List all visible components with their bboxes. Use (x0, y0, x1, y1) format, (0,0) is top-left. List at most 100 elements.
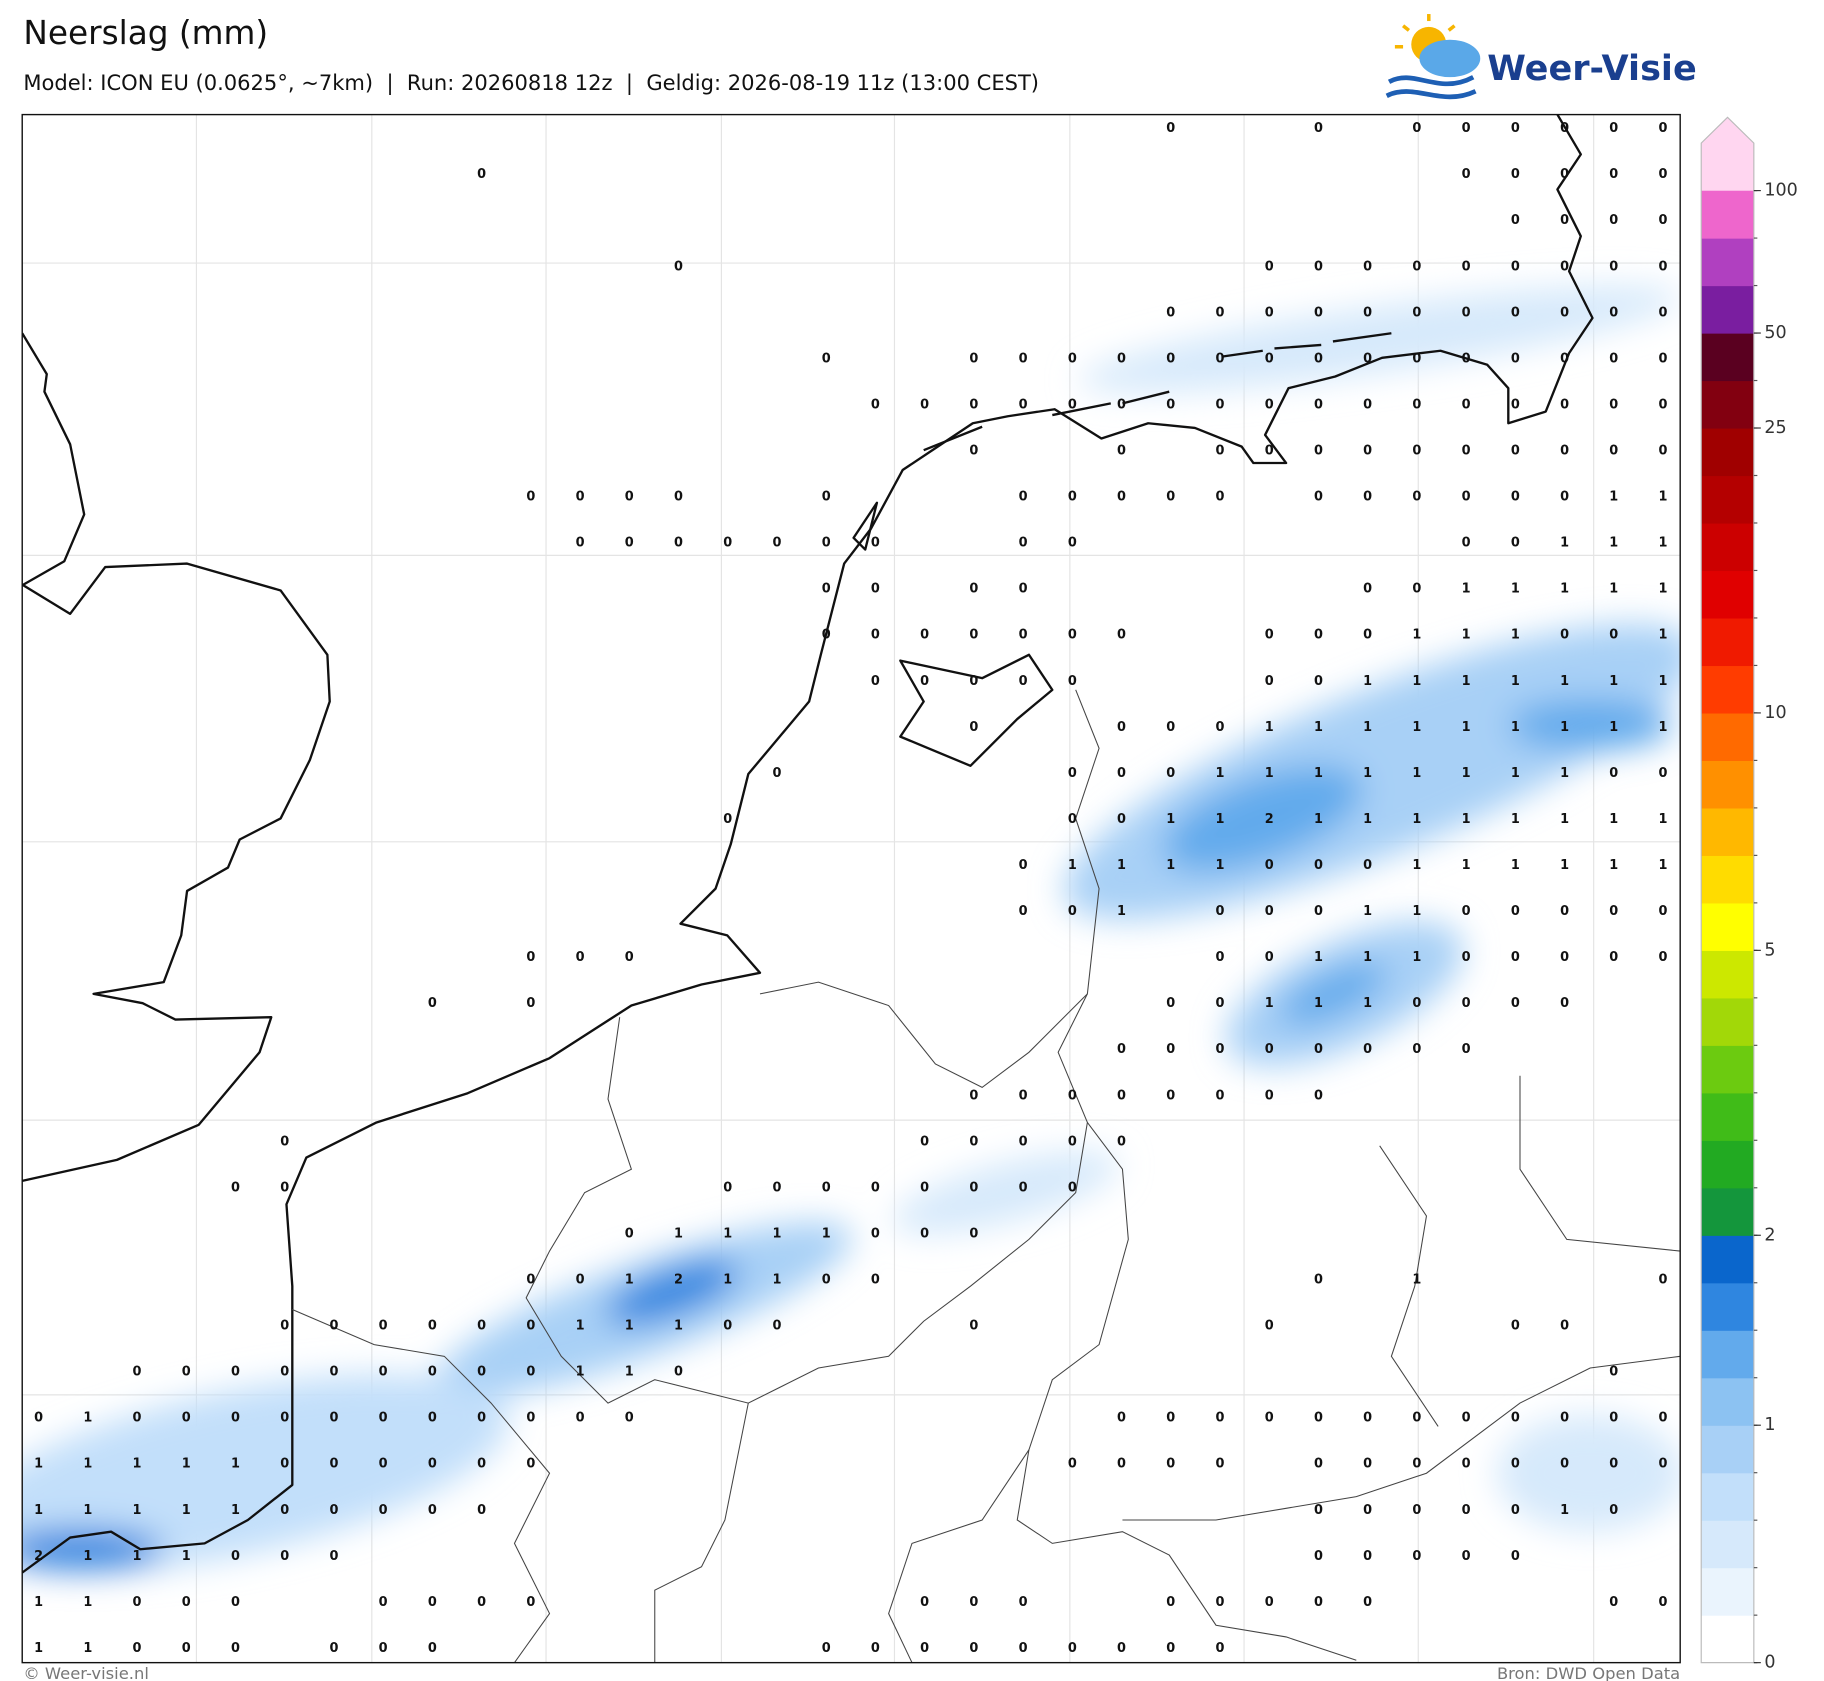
grid-value: 0 (1314, 628, 1323, 643)
grid-value: 0 (1117, 628, 1126, 643)
grid-value: 0 (1019, 490, 1028, 505)
grid-value: 1 (83, 1457, 92, 1472)
grid-value: 0 (1363, 444, 1372, 459)
grid-value: 1 (133, 1457, 142, 1472)
grid-value: 0 (1068, 904, 1077, 919)
grid-value: 0 (1560, 213, 1569, 228)
colorbar-band (1701, 760, 1754, 809)
grid-value: 0 (34, 1411, 43, 1426)
colorbar-band (1701, 428, 1754, 477)
colorbar-outline (1700, 116, 1755, 1664)
grid-value: 0 (1462, 305, 1471, 320)
grid-value: 0 (969, 444, 978, 459)
colorbar-band (1701, 570, 1754, 619)
grid-value: 0 (1511, 1457, 1520, 1472)
grid-value: 0 (379, 1641, 388, 1656)
grid-values: 0 0 0 0 0 0 0 0 0 0 0 0 0 0 0 0 0 0 0 0 0 0 0 0 0 0 0 0 0 0 0 0 0 0 0 0 0 0 0 0… (34, 121, 1667, 1656)
grid-value: 0 (625, 950, 634, 965)
grid-value: 1 (1511, 582, 1520, 597)
grid-value: 0 (1166, 1411, 1175, 1426)
grid-value: 2 (1265, 812, 1274, 827)
grid-value: 0 (1117, 351, 1126, 366)
grid-value: 1 (1265, 766, 1274, 781)
grid-value: 0 (1265, 259, 1274, 274)
grid-value: 0 (1363, 305, 1372, 320)
grid-value: 0 (871, 582, 880, 597)
grid-value: 1 (182, 1457, 191, 1472)
grid-value: 1 (1462, 674, 1471, 689)
grid-value: 0 (1215, 1042, 1224, 1057)
grid-value: 0 (1215, 904, 1224, 919)
grid-value: 1 (83, 1503, 92, 1518)
grid-value: 0 (1659, 397, 1668, 412)
grid-value: 1 (1363, 812, 1372, 827)
grid-value: 0 (1314, 1042, 1323, 1057)
grid-value: 0 (1019, 1180, 1028, 1195)
grid-value: 0 (1019, 536, 1028, 551)
grid-value: 1 (674, 1226, 683, 1241)
grid-value: 0 (1215, 444, 1224, 459)
grid-value: 0 (1462, 1411, 1471, 1426)
grid-value: 0 (822, 351, 831, 366)
grid-value: 0 (1412, 305, 1421, 320)
grid-value: 0 (1215, 720, 1224, 735)
grid-value: 0 (871, 1641, 880, 1656)
grid-value: 0 (1511, 121, 1520, 136)
grid-value: 1 (1314, 720, 1323, 735)
grid-value: 0 (1019, 674, 1028, 689)
grid-value: 0 (1068, 674, 1077, 689)
grid-value: 0 (920, 397, 929, 412)
grid-value: 1 (1412, 720, 1421, 735)
grid-value: 0 (1609, 121, 1618, 136)
grid-value: 1 (1412, 766, 1421, 781)
grid-value: 1 (1265, 720, 1274, 735)
grid-value: 1 (625, 1365, 634, 1380)
grid-value: 0 (674, 490, 683, 505)
grid-value: 1 (1609, 490, 1618, 505)
grid-value: 0 (428, 1365, 437, 1380)
grid-value: 1 (83, 1549, 92, 1564)
grid-value: 1 (1363, 904, 1372, 919)
grid-value: 0 (428, 1641, 437, 1656)
grid-value: 0 (1462, 490, 1471, 505)
grid-value: 0 (1265, 1319, 1274, 1334)
grid-value: 1 (1412, 950, 1421, 965)
grid-value: 0 (1166, 490, 1175, 505)
grid-value: 1 (182, 1549, 191, 1564)
grid-value: 0 (1314, 1549, 1323, 1564)
grid-value: 1 (1511, 858, 1520, 873)
grid-value: 0 (1412, 259, 1421, 274)
grid-value: 1 (1363, 950, 1372, 965)
grid-value: 1 (182, 1503, 191, 1518)
grid-value: 0 (1215, 397, 1224, 412)
grid-value: 0 (1068, 1180, 1077, 1195)
grid-value: 0 (1265, 1411, 1274, 1426)
grid-value: 0 (1166, 121, 1175, 136)
grid-value: 0 (329, 1503, 338, 1518)
grid-value: 0 (477, 1319, 486, 1334)
grid-value: 1 (1560, 858, 1569, 873)
grid-value: 1 (723, 1226, 732, 1241)
grid-value: 0 (1412, 397, 1421, 412)
grid-value: 0 (133, 1411, 142, 1426)
grid-value: 0 (969, 397, 978, 412)
grid-value: 0 (1117, 812, 1126, 827)
grid-value: 0 (1412, 1549, 1421, 1564)
grid-value: 0 (526, 1457, 535, 1472)
colorbar-band (1701, 1377, 1754, 1426)
colorbar-band (1701, 190, 1754, 239)
colorbar-band (1701, 1567, 1754, 1616)
grid-value: 1 (1314, 950, 1323, 965)
grid-value: 1 (231, 1503, 240, 1518)
grid-value: 1 (1412, 858, 1421, 873)
grid-value: 0 (1511, 1411, 1520, 1426)
grid-value: 1 (133, 1549, 142, 1564)
grid-value: 0 (1609, 397, 1618, 412)
grid-value: 1 (1462, 582, 1471, 597)
grid-value: 0 (1019, 904, 1028, 919)
grid-value: 1 (1363, 674, 1372, 689)
grid-value: 0 (1314, 1088, 1323, 1103)
colorbar-band (1701, 1472, 1754, 1521)
grid-value: 0 (1363, 351, 1372, 366)
grid-value: 0 (329, 1549, 338, 1564)
